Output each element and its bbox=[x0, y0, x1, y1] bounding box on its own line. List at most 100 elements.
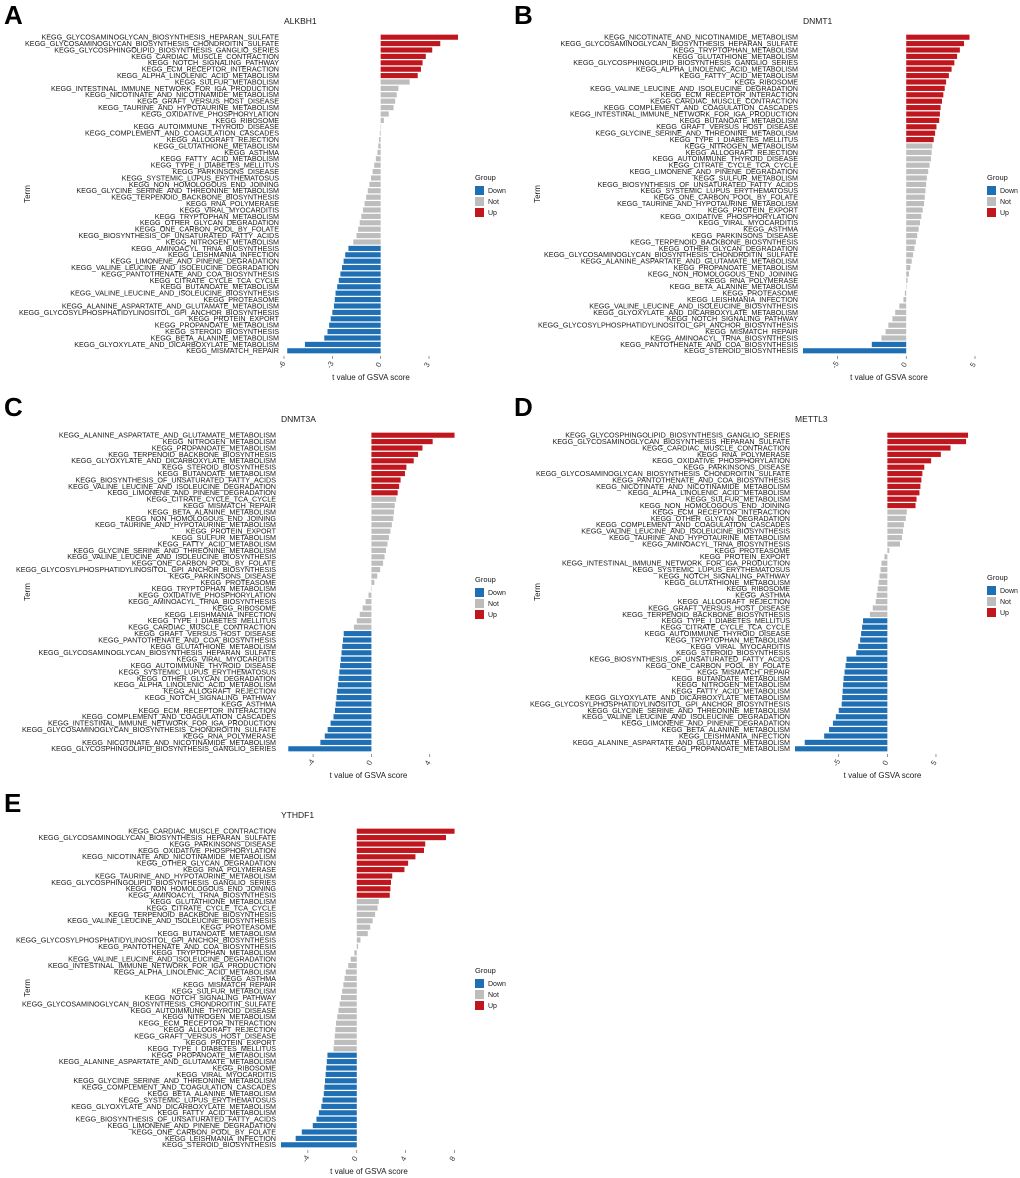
legend-swatch-down bbox=[475, 186, 484, 195]
term-label: KEGG_TAURINE_AND_HYPOTAURINE_METABOLISM bbox=[95, 871, 276, 880]
term-label: KEGG_GLYCINE_SERINE_AND_THREONINE_METABO… bbox=[595, 129, 798, 138]
term-label: KEGG_NOTCH_SIGNALING_PATHWAY bbox=[659, 571, 790, 580]
bar bbox=[875, 599, 888, 605]
bar bbox=[375, 156, 381, 162]
term-label: KEGG_TAURINE_AND_HYPOTAURINE_METABOLISM bbox=[95, 520, 276, 529]
term-label: KEGG_BIOSYNTHESIS_OF_UNSATURATED_FATTY_A… bbox=[590, 655, 791, 664]
bar bbox=[380, 66, 421, 72]
bar bbox=[863, 618, 888, 624]
bar bbox=[906, 194, 925, 200]
legend-label-up: Up bbox=[488, 210, 497, 217]
term-label: KEGG_GRAFT_VERSUS_HOST_DISEASE bbox=[134, 629, 276, 638]
term-label: KEGG_OXIDATIVE_PHOSPHORYLATION bbox=[138, 846, 276, 855]
term-label: KEGG_NITROGEN_METABOLISM bbox=[677, 680, 790, 689]
term-label: KEGG_PARKINSONS_DISEASE bbox=[691, 231, 798, 240]
term-label: KEGG_TYPE_I_DIABETES_MELLITUS bbox=[148, 616, 276, 625]
chart-b-svg: B DNMT1 KEGG_NICOTINATE_AND_NICOTINAMIDE_M… bbox=[514, 0, 1018, 382]
bar bbox=[887, 471, 923, 477]
bar bbox=[906, 111, 940, 117]
bar bbox=[356, 873, 393, 879]
bar bbox=[344, 975, 357, 981]
term-label: KEGG_GRAFT_VERSUS_HOST_DISEASE bbox=[648, 603, 790, 612]
bar bbox=[339, 669, 372, 675]
term-label: KEGG_TYPE_I_DIABETES_MELLITUS bbox=[148, 1044, 276, 1053]
chart-d-svg: D METTL3 KEGG_GLYCOSPHINGOLIPID_BIOSYNTHES… bbox=[514, 392, 1018, 780]
bar bbox=[888, 322, 907, 328]
term-label: KEGG_PROTEIN_EXPORT bbox=[186, 1038, 277, 1047]
term-label: KEGG_VALINE_LEUCINE_AND_ISOLEUCINE_BIOSY… bbox=[67, 552, 276, 561]
bar bbox=[906, 239, 916, 245]
bar bbox=[906, 79, 947, 85]
bar bbox=[879, 573, 888, 579]
bar bbox=[371, 432, 455, 438]
term-label: KEGG_INTESTINAL_IMMUNE_NETWORK_FOR_IGA_P… bbox=[51, 84, 279, 93]
bar bbox=[371, 439, 433, 445]
term-label: KEGG_OTHER_GLYCAN_DEGRADATION bbox=[659, 244, 798, 253]
term-label: KEGG_SULFUR_METABOLISM bbox=[694, 173, 798, 182]
term-label: KEGG_TRYPTOPHAN_METABOLISM bbox=[674, 45, 798, 54]
term-label: KEGG_BIOSYNTHESIS_OF_UNSATURATED_FATTY_A… bbox=[79, 231, 280, 240]
bar bbox=[371, 451, 419, 457]
term-label: KEGG_PANTOTHENATE_AND_COA_BIOSYNTHESIS bbox=[612, 475, 790, 484]
term-label: KEGG_MISMATCH_REPAIR bbox=[705, 327, 798, 336]
term-label: KEGG_CITRATE_CYCLE_TCA_CYCLE bbox=[147, 495, 276, 504]
term-label: KEGG_TERPENOID_BACKBONE_BIOSYNTHESIS bbox=[108, 450, 276, 459]
term-label: KEGG_GLYCOSPHINGOLIPID_BIOSYNTHESIS_GANG… bbox=[51, 878, 276, 887]
bar bbox=[336, 1020, 357, 1026]
bar bbox=[880, 567, 888, 573]
term-label: KEGG_ONE_CARBON_POOL_BY_FOLATE bbox=[654, 193, 798, 202]
y-axis-label-d: Term bbox=[533, 583, 542, 601]
bar bbox=[906, 105, 941, 111]
bar bbox=[380, 34, 458, 40]
bar bbox=[906, 41, 964, 47]
x-axis-label-b: t value of GSVA score bbox=[850, 373, 928, 382]
bar bbox=[895, 309, 907, 315]
bar bbox=[371, 458, 414, 464]
term-label: KEGG_ECM_RECEPTOR_INTERACTION bbox=[142, 65, 279, 74]
bar bbox=[356, 899, 379, 905]
legend-swatch-down bbox=[475, 979, 484, 988]
term-label: KEGG_OXIDATIVE_PHOSPHORYLATION bbox=[660, 212, 798, 221]
term-label: KEGG_VALINE_LEUCINE_AND_ISOLEUCINE_BIOSY… bbox=[581, 527, 790, 536]
bar bbox=[906, 220, 920, 226]
x-tick-label: -4 bbox=[305, 758, 316, 768]
term-label: KEGG_SYSTEMIC_LUPUS_ERYTHEMATOSUS bbox=[641, 186, 799, 195]
bar bbox=[340, 663, 372, 669]
bar bbox=[887, 522, 904, 528]
y-axis-label-b: Term bbox=[533, 185, 542, 203]
bar bbox=[906, 130, 936, 136]
chart-title-a: ALKBH1 bbox=[284, 16, 317, 26]
bar bbox=[353, 239, 381, 245]
term-label: KEGG_LEISHMANIA_INFECTION bbox=[165, 1134, 276, 1143]
term-label: KEGG_RNA_POLYMERASE bbox=[186, 199, 279, 208]
term-label: KEGG_NICOTINATE_AND_NICOTINAMIDE_METABOL… bbox=[85, 90, 279, 99]
bar bbox=[312, 1123, 357, 1129]
term-label: KEGG_OTHER_GLYCAN_DEGRADATION bbox=[137, 674, 276, 683]
legend-label-down: Down bbox=[488, 981, 506, 988]
term-label: KEGG_GLYCOSAMINOGLYCAN_BIOSYNTHESIS_CHON… bbox=[544, 250, 798, 259]
term-label: KEGG_RNA_POLYMERASE bbox=[183, 731, 276, 740]
bar bbox=[324, 733, 372, 739]
bar bbox=[338, 675, 372, 681]
bar bbox=[359, 220, 381, 226]
bar bbox=[838, 707, 888, 713]
term-label: KEGG_CITRATE_CYCLE_TCA_CYCLE bbox=[147, 903, 276, 912]
bar bbox=[356, 867, 405, 873]
term-label: KEGG_ALPHA_LINOLENIC_ACID_METABOLISM bbox=[114, 967, 276, 976]
bar bbox=[343, 258, 381, 264]
bar bbox=[334, 1033, 357, 1039]
term-label: KEGG_GLYCOSYLPHOSPHATIDYLINOSITOL_GPI_AN… bbox=[530, 699, 790, 708]
legend-label-down: Down bbox=[1000, 588, 1018, 595]
bar bbox=[356, 911, 376, 917]
bar bbox=[356, 828, 455, 834]
bar bbox=[906, 265, 911, 271]
term-label: KEGG_VALINE_LEUCINE_AND_ISOLEUCINE_BIOSY… bbox=[67, 916, 276, 925]
chart-title-b: DNMT1 bbox=[803, 16, 833, 26]
bar bbox=[356, 931, 368, 937]
bar bbox=[906, 117, 940, 123]
panel-letter-a: A bbox=[4, 0, 23, 30]
bar bbox=[906, 156, 931, 162]
bar bbox=[369, 181, 381, 187]
bar bbox=[371, 445, 423, 451]
bar bbox=[333, 303, 381, 309]
